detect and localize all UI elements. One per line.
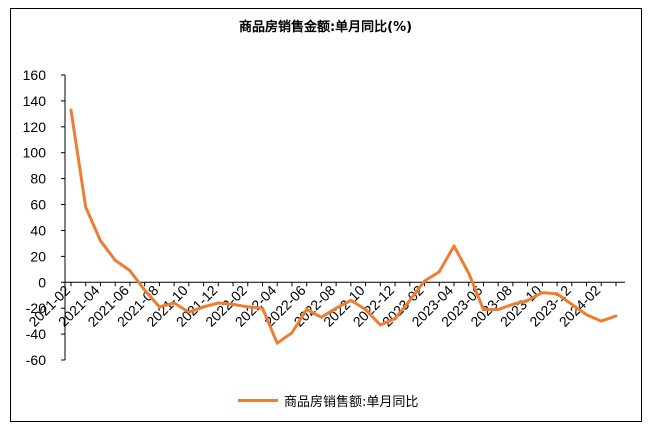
data-point <box>467 272 470 275</box>
data-point <box>526 299 529 302</box>
y-tick-label: 20 <box>30 248 46 264</box>
y-tick-label: 160 <box>23 67 47 83</box>
y-tick-label: 80 <box>30 171 46 187</box>
data-point <box>231 303 235 306</box>
data-point <box>334 306 338 310</box>
y-tick-label: -40 <box>26 326 46 342</box>
data-point <box>158 305 161 309</box>
data-point <box>570 303 574 306</box>
y-tick-label: 140 <box>23 93 47 109</box>
data-point <box>187 310 191 314</box>
data-point <box>84 205 87 209</box>
data-point <box>482 308 485 311</box>
data-point <box>349 299 353 302</box>
data-point <box>99 239 102 243</box>
series-line <box>69 108 618 345</box>
y-tick-label: 60 <box>30 197 46 213</box>
data-point <box>276 341 279 345</box>
data-point <box>423 279 426 283</box>
legend: 商品房销售额:单月同比 <box>238 392 419 410</box>
data-point <box>320 316 323 319</box>
data-point <box>113 259 117 262</box>
y-tick-label: 100 <box>23 145 47 161</box>
legend-label: 商品房销售额:单月同比 <box>284 394 419 410</box>
data-point <box>246 305 249 309</box>
data-point <box>393 317 397 320</box>
data-point <box>217 301 220 305</box>
data-point <box>379 323 382 327</box>
y-tick-label: 40 <box>30 222 46 238</box>
data-point <box>261 306 264 310</box>
series-group <box>69 108 618 345</box>
data-point <box>496 308 500 311</box>
data-point <box>172 301 176 305</box>
data-point <box>305 308 308 311</box>
chart-title: 商品房销售金额:单月同比(%) <box>238 20 413 35</box>
y-tick-label: -60 <box>26 352 46 368</box>
data-point <box>555 292 559 296</box>
data-point <box>408 299 411 302</box>
y-tick-label: 120 <box>23 119 47 135</box>
data-point <box>143 288 146 292</box>
y-axis: 160 140 120 100 80 60 40 20 0 -20 -40 -60 <box>23 67 66 368</box>
data-point <box>600 319 603 323</box>
data-point <box>614 314 618 318</box>
chart-frame <box>10 8 642 422</box>
y-tick-label: 0 <box>38 274 46 290</box>
data-point <box>364 308 367 311</box>
y-tick-label: -20 <box>26 300 46 316</box>
data-point <box>541 291 544 294</box>
data-point <box>128 269 132 272</box>
x-axis: 2021-022021-042021-062021-082021-102021-… <box>25 281 625 330</box>
legend-swatch <box>238 398 278 402</box>
data-point <box>69 108 73 112</box>
data-point <box>585 313 588 316</box>
data-point <box>202 305 205 309</box>
data-point <box>438 270 441 274</box>
data-point <box>452 244 456 248</box>
data-point <box>290 331 294 334</box>
data-point <box>511 303 515 306</box>
